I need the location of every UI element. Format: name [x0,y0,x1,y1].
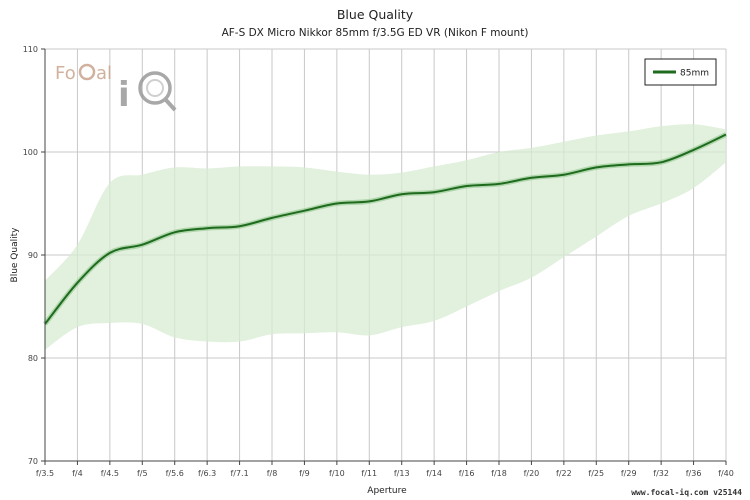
x-tick-label: f/18 [491,469,507,478]
x-tick-label: f/10 [329,469,345,478]
x-tick-label: f/32 [653,469,669,478]
logo-aperture-icon [147,80,163,96]
y-axis-title: Blue Quality [10,227,20,283]
y-tick-label: 110 [23,45,38,54]
x-tick-label: f/14 [426,469,442,478]
x-tick-label: f/16 [459,469,475,478]
logo-text-i: i [118,75,130,115]
x-tick-label: f/9 [299,469,310,478]
x-tick-label: f/25 [588,469,604,478]
y-tick-label: 90 [28,251,38,260]
legend[interactable]: 85mm [645,59,716,85]
x-tick-label: f/5.6 [166,469,184,478]
logo-text-focal: Fo [55,63,76,84]
x-tick-label: f/3.5 [36,469,54,478]
x-tick-labels: f/3.5 f/4 f/4.5 f/5 f/5.6 f/6.3 f/7.1 f/8 f/9 f/1… [36,469,734,478]
y-tick-label: 100 [23,148,38,157]
x-tick-label: f/5 [137,469,148,478]
x-tick-label: f/22 [556,469,572,478]
x-tick-label: f/13 [394,469,410,478]
logo-magnifier-handle [166,100,175,110]
x-tick-label: f/8 [267,469,278,478]
x-tick-label: f/29 [621,469,637,478]
x-tick-label: f/7.1 [230,469,248,478]
x-tick-label: f/40 [718,469,734,478]
x-tick-label: f/20 [524,469,540,478]
footer-credit: www.focal-iq.com v25144 [631,488,742,497]
y-tick-labels: 70 80 90 100 110 [23,45,38,466]
legend-label-85mm: 85mm [680,69,709,79]
x-tick-label: f/4 [72,469,83,478]
logo-lens-icon [80,65,94,79]
y-tick-label: 70 [28,457,38,466]
logo-text-focal-end: al [96,63,112,84]
range-band [45,124,726,350]
x-tick-label: f/11 [361,469,377,478]
y-tick-label: 80 [28,354,38,363]
chart-area: f/3.5 f/4 f/4.5 f/5 f/5.6 f/6.3 f/7.1 f/8 f/9 f/1… [0,0,750,500]
x-tick-label: f/36 [686,469,702,478]
x-tick-label: f/6.3 [198,469,216,478]
logo-magnifier-icon [140,73,170,103]
x-tick-label: f/4.5 [101,469,119,478]
focal-iq-logo: Fo al i [55,63,175,115]
x-axis-title: Aperture [367,486,407,496]
